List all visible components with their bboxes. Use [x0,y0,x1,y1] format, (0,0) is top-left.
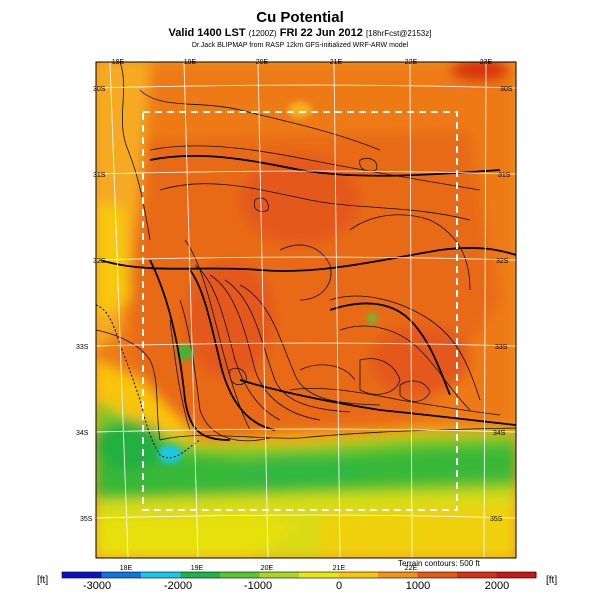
lat-label-right: 33S [495,344,508,351]
colorbar-tick-label: -2000 [164,580,192,592]
colorbar-unit-right: [ft] [546,575,558,586]
colorbar-frame [61,571,537,579]
map-subtitle: Valid 1400 LST (1200Z) FRI 22 Jun 2012 [… [0,27,600,39]
inner-domain-boundary [142,111,458,511]
model-caption: Dr.Jack BLIPMAP from RASP 12km GFS-initi… [191,42,409,49]
lon-label-bottom: 20E [261,565,274,572]
lat-label-right: 32S [496,258,509,265]
lat-label-left: 34S [76,430,89,437]
colorbar [61,571,537,579]
colorbar-tick-label: 1000 [406,580,430,592]
forecast-info: [18hrFcst@2153z] [365,29,432,38]
colorbar-swatch [457,572,497,578]
lat-label-left: 35S [80,516,93,523]
colorbar-unit-left: [ft] [37,575,49,586]
cu-potential-field [96,62,516,558]
colorbar-swatch [180,572,221,578]
colorbar-swatch [338,572,379,578]
lat-label-left: 30S [93,86,106,93]
colorbar-swatch [378,572,418,578]
lat-label-left: 31S [93,172,106,179]
lat-labels-right: 30S 31S 32S 33S 34S 35S [490,86,513,523]
colorbar-labels: -3000 -2000 -1000 0 1000 2000 [83,580,509,592]
lat-label-right: 31S [498,172,511,179]
lat-label-left: 33S [76,344,89,351]
lon-labels-bottom: 18E 19E 20E 21E 22E [120,565,418,572]
lon-label-bottom: 19E [191,565,204,572]
lat-label-right: 30S [500,86,513,93]
colorbar-swatch [220,572,260,578]
map-frame [95,61,517,559]
colorbar-swatch [62,572,102,578]
lat-lon-grid [95,61,517,559]
lon-label-bottom: 18E [120,565,133,572]
valid-time: Valid 1400 LST [168,27,246,39]
lon-label-bottom: 21E [333,565,346,572]
colorbar-swatch [417,572,458,578]
valid-date: FRI 22 Jun 2012 [279,27,363,39]
colorbar-swatch [299,572,339,578]
colorbar-tick-label: -3000 [83,580,111,592]
colorbar-swatch [259,572,300,578]
lat-label-right: 35S [490,516,503,523]
major-contours [99,154,516,441]
map-title: Cu Potential [256,9,344,26]
colorbar-swatch [101,572,142,578]
colorbar-swatch [141,572,181,578]
lon-label-bottom: 22E [405,565,418,572]
colorbar-swatch [496,572,537,578]
terrain-contour-note: Terrain contours: 500 ft [398,559,480,568]
lat-label-right: 34S [493,430,506,437]
colorbar-tick-label: 0 [336,580,342,592]
lat-labels-left: 30S 31S 32S 33S 34S 35S [76,86,106,523]
colorbar-tick-label: -1000 [244,580,272,592]
colorbar-tick-label: 2000 [485,580,509,592]
lat-label-left: 32S [93,258,106,265]
utc-time: (1200Z) [248,29,277,38]
